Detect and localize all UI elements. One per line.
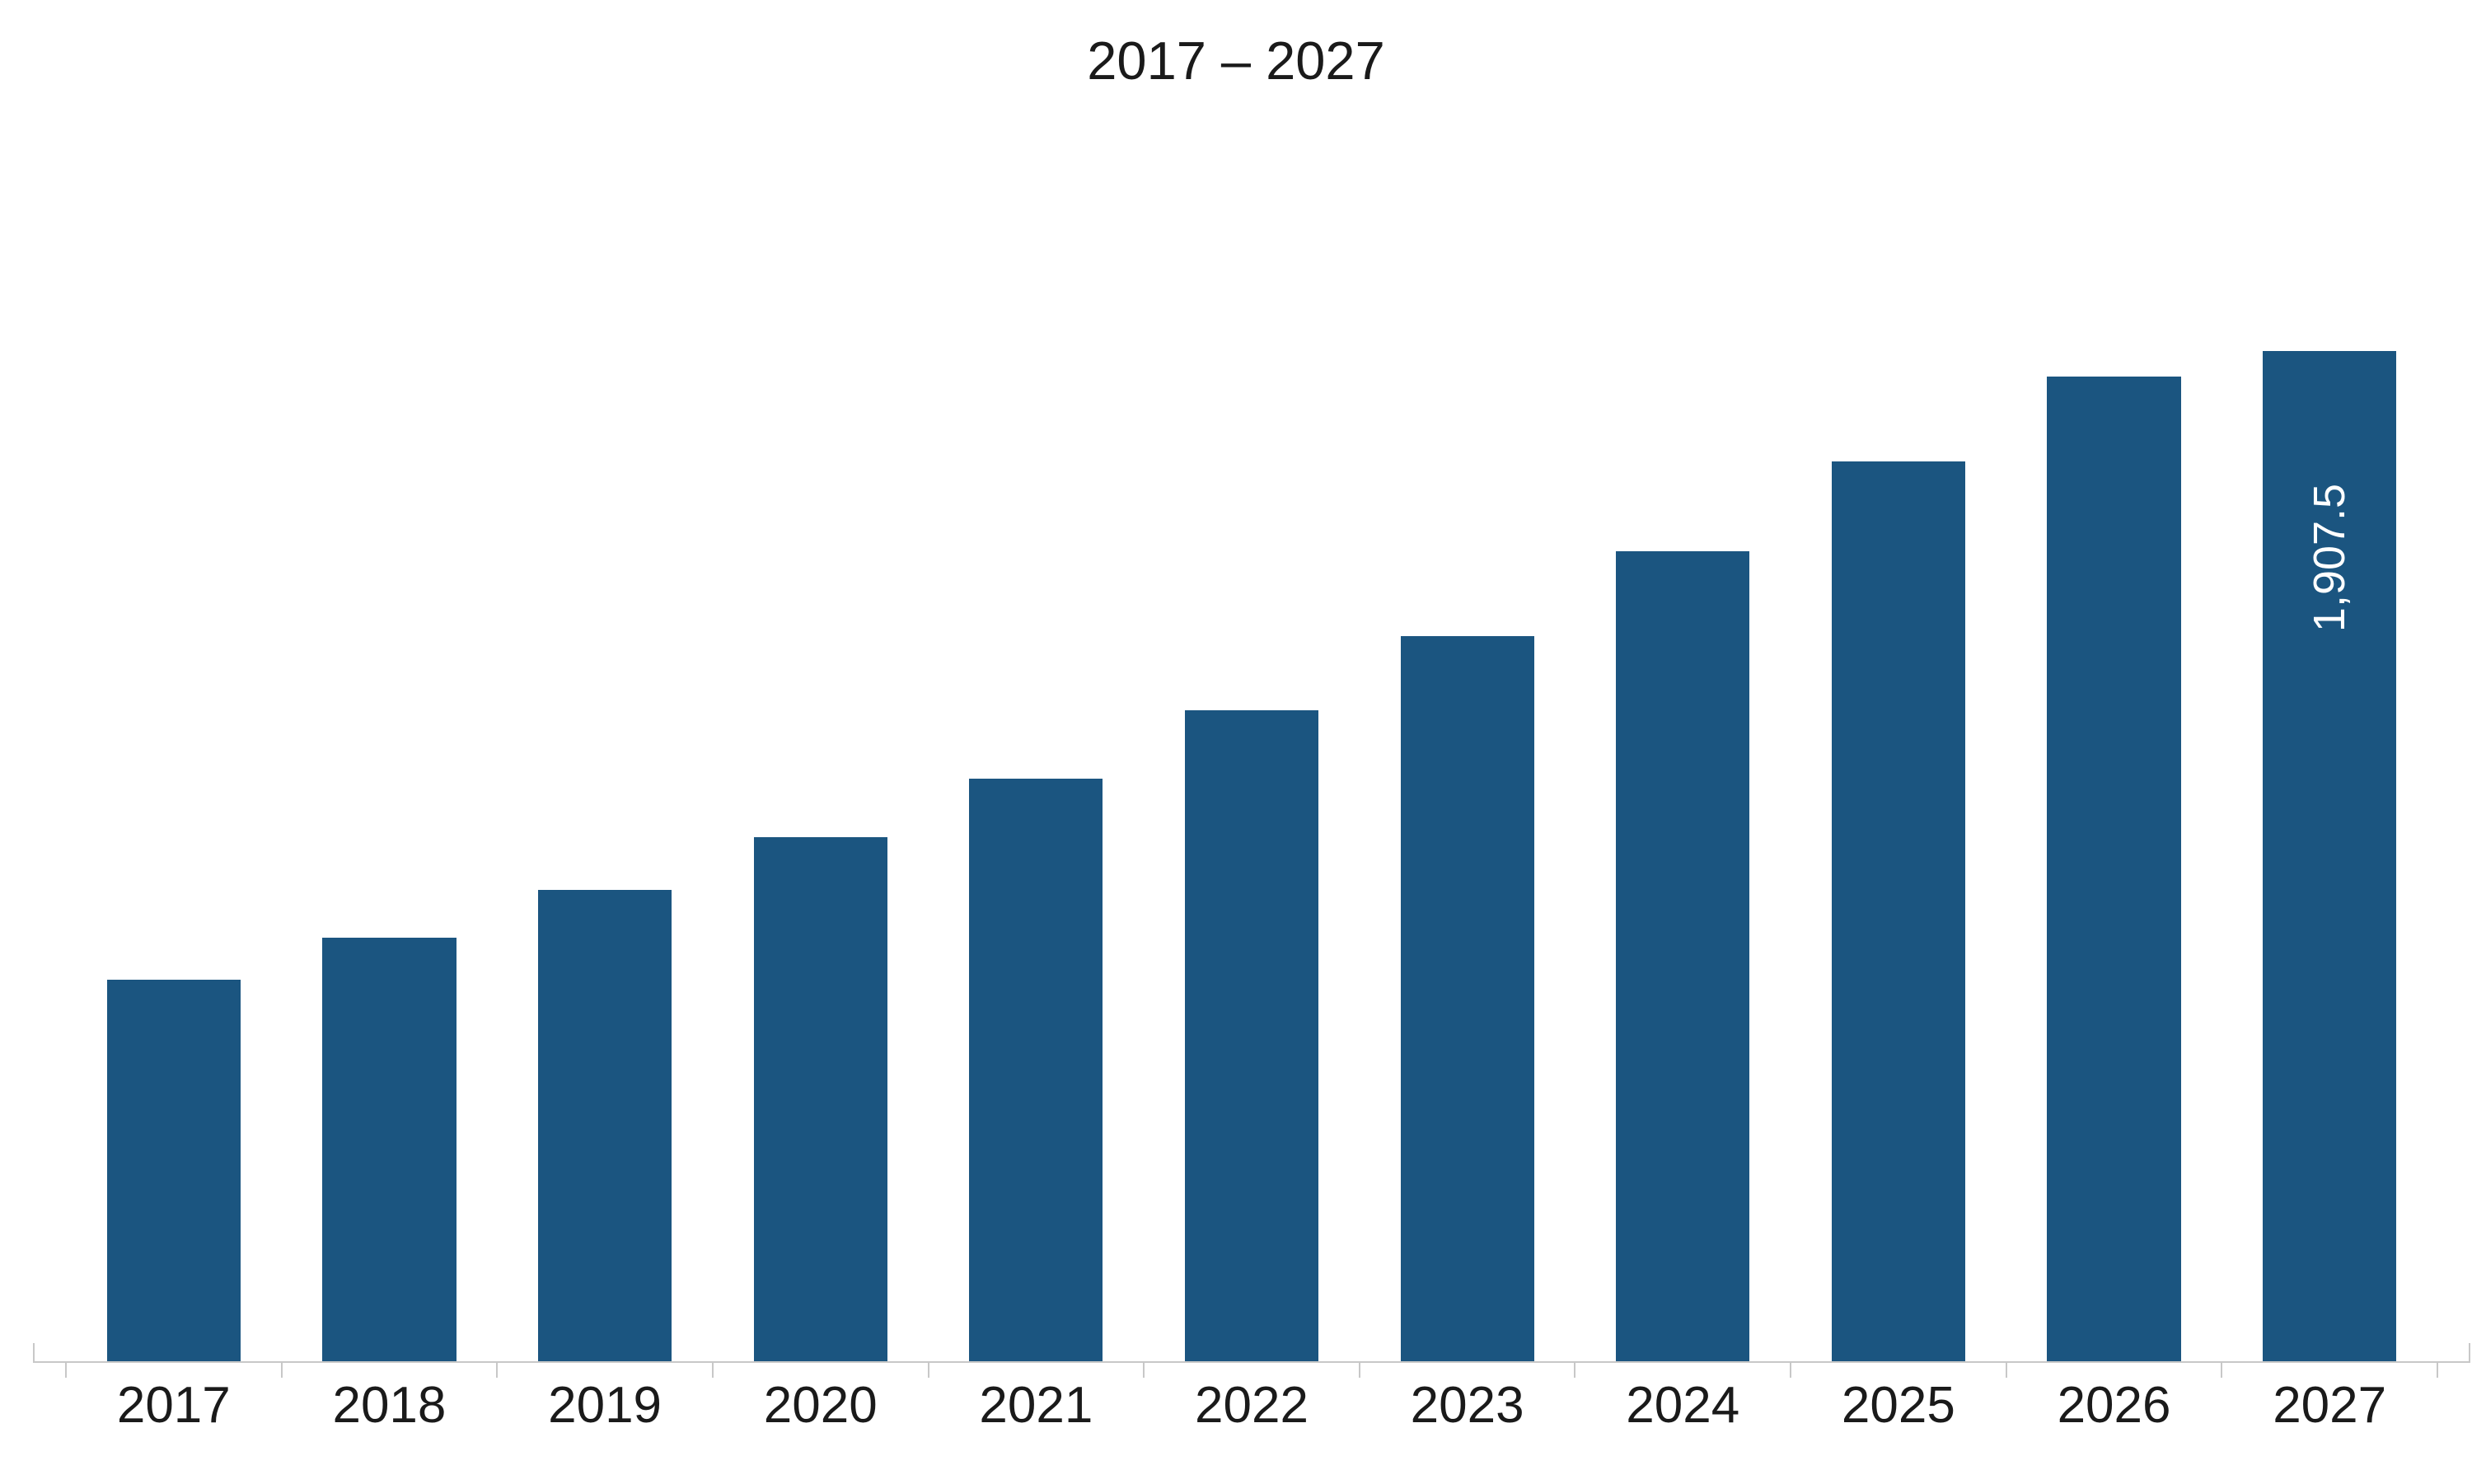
bar [2047,377,2180,1361]
bar [538,890,672,1361]
bar [1185,710,1318,1361]
x-axis-label: 2020 [713,1376,929,1435]
chart-plot-area: 1,907.5 [66,165,2437,1361]
bar: 1,907.5 [2263,351,2396,1361]
bar [969,779,1103,1361]
x-axis-label: 2026 [2006,1376,2222,1435]
x-axis-label: 2023 [1360,1376,1575,1435]
x-axis-tick [2221,1361,2222,1378]
x-axis-line [33,1361,2470,1363]
bar [1832,461,1965,1361]
x-axis-label: 2027 [2222,1376,2437,1435]
bar [754,837,887,1361]
chart-stage: 2017 – 2027 1,907.5 20172018201920202021… [0,0,2472,1484]
x-axis-label: 2017 [66,1376,282,1435]
x-axis-tick [1790,1361,1791,1378]
x-axis-label: 2021 [929,1376,1145,1435]
bar [1401,636,1534,1361]
bar-value-label: 1,907.5 [2304,484,2355,632]
x-axis-tick [496,1361,498,1378]
x-axis-tick [928,1361,929,1378]
bar [107,980,241,1361]
x-axis-tick [2006,1361,2007,1378]
x-axis-tick [281,1361,283,1378]
x-axis-label: 2025 [1791,1376,2006,1435]
x-axis-tick [1359,1361,1360,1378]
left-axis-stub [33,1343,35,1361]
x-axis-tick [1143,1361,1145,1378]
x-axis-tick [712,1361,714,1378]
chart-title: 2017 – 2027 [0,30,2472,91]
x-axis-label: 2022 [1144,1376,1360,1435]
x-axis-label: 2024 [1575,1376,1791,1435]
bar [322,938,456,1361]
x-axis-label: 2018 [282,1376,498,1435]
x-axis-tick [1574,1361,1575,1378]
right-axis-stub [2469,1343,2470,1361]
x-axis-label: 2019 [497,1376,713,1435]
bar [1616,551,1749,1361]
x-axis-tick [65,1361,67,1378]
x-axis-tick [2437,1361,2438,1378]
x-axis-labels: 2017201820192020202120222023202420252026… [66,1376,2437,1458]
